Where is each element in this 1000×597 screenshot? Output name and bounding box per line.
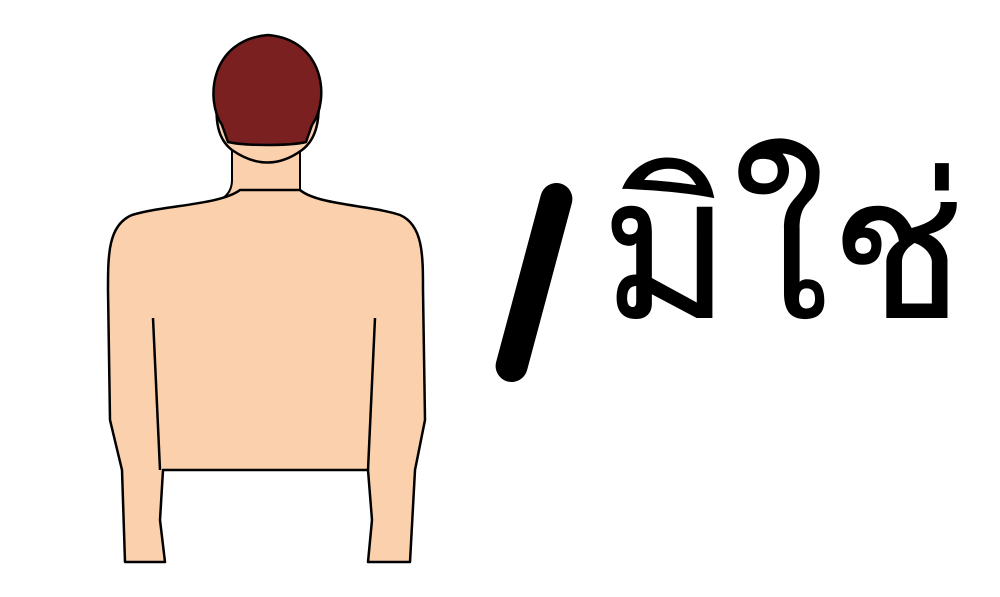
word-label: มิใช่ <box>600 133 966 366</box>
left-arm-line <box>151 317 162 471</box>
hair-shape <box>212 33 323 147</box>
right-arm-line <box>366 317 377 471</box>
